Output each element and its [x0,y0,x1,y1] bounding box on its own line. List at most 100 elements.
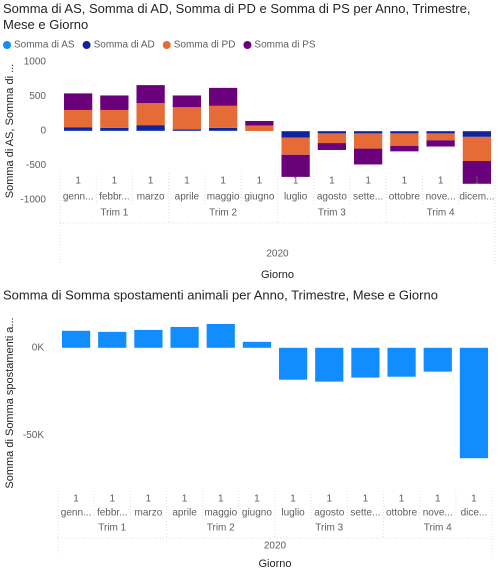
day-label: 1 [435,494,441,505]
day-label: 1 [148,176,154,187]
x-tick-label: maggio [204,508,237,519]
bar-segment [136,103,165,126]
quarter-label: Trim 3 [315,523,343,534]
y-tick-label: -1000 [20,195,46,206]
day-label: 1 [220,176,226,187]
x-tick-label: agosto [317,192,347,203]
legend-swatch [243,41,252,49]
quarter-label: Trim 1 [98,523,126,534]
bar [242,341,272,348]
y-tick-label: 1000 [24,57,47,68]
x-tick-label: febbr... [99,192,130,203]
legend-label: Somma di AS [14,40,75,51]
bar-segment [353,133,383,149]
bar-segment [462,131,492,137]
x-tick-label: aprile [172,508,197,519]
year-label: 2020 [264,541,287,552]
chart-title: Somma di AS, Somma di AD, Somma di PD e … [3,1,470,32]
y-tick-label: 500 [29,91,46,102]
quarter-label: Trim 2 [207,523,235,534]
day-label: 1 [146,494,152,505]
day-label: 1 [471,494,477,505]
bar-segment [63,109,93,128]
day-label: 1 [73,494,79,505]
bar [170,326,199,348]
y-tick-label: -500 [26,160,46,171]
title-line: Somma di AS, Somma di AD, Somma di PD e … [3,1,470,16]
bar-segment [136,125,165,131]
x-axis-title: Giorno [261,269,294,281]
x-tick-label: ottobre [389,192,421,203]
day-label: 1 [402,176,408,187]
x-tick-label: dice... [461,508,488,519]
x-tick-label: genn... [61,508,92,519]
day-label: 1 [218,494,224,505]
legend-swatch [82,41,91,49]
x-tick-label: giugno [242,508,272,519]
bar [206,323,235,348]
bar-segment [100,127,129,131]
bar-segment [208,105,238,128]
quarter-label: Trim 3 [318,208,346,219]
bar-segment [426,140,455,147]
day-label: 1 [365,176,371,187]
y-tick-label: 0 [40,126,46,137]
bar-segment [172,95,202,108]
x-tick-label: giugno [244,192,274,203]
bar-segment [317,143,347,150]
legend-swatch [3,41,11,49]
x-tick-label: febbr... [97,508,128,519]
x-tick-label: dicem... [459,192,494,203]
y-tick-label: -50K [23,430,44,441]
bar-segment [462,136,492,162]
bar-segment [426,133,455,141]
bar [387,347,416,377]
x-tick-label: nove... [423,508,453,519]
quarter-label: Trim 2 [209,208,237,219]
x-tick-label: aprile [175,192,200,203]
day-label: 1 [438,176,444,187]
bar-segment [63,127,93,131]
legend-swatch [162,41,171,49]
legend-label: Somma di AD [94,40,155,51]
bar-segment [353,131,383,134]
legend-label: Somma di PD [174,40,236,51]
bar-segment [281,154,310,177]
bar-segment [245,120,274,126]
bar-segment [281,137,310,155]
quarter-label: Trim 1 [100,208,128,219]
bar [315,347,344,382]
x-tick-label: marzo [137,192,165,203]
day-label: 1 [182,494,188,505]
y-axis-title: Somma di AS, Somma di ... [4,64,16,199]
x-tick-label: nove... [426,192,456,203]
day-label: 1 [112,176,118,187]
quarter-label: Trim 4 [424,523,452,534]
x-tick-label: sette... [350,508,380,519]
bar [98,331,127,348]
x-tick-label: sette... [353,192,383,203]
bar-segment [281,131,310,138]
bar-segment [100,95,129,110]
day-label: 1 [474,176,480,187]
day-label: 1 [75,176,81,187]
day-label: 1 [290,494,296,505]
bar-segment [390,131,419,134]
quarter-label: Trim 4 [427,208,455,219]
bar-segment [100,109,129,128]
x-tick-label: maggio [207,192,240,203]
bar [61,330,91,348]
year-label: 2020 [266,249,289,260]
bar-segment [462,161,492,184]
x-tick-label: luglio [281,508,305,519]
x-tick-label: genn... [63,192,94,203]
y-tick-label: 0K [32,342,45,353]
bar-segment [317,131,347,134]
x-tick-label: agosto [314,508,344,519]
bar [351,347,380,378]
day-label: 1 [329,176,335,187]
day-label: 1 [363,494,369,505]
x-tick-label: marzo [135,508,163,519]
bar-segment [426,131,455,134]
bar [278,347,308,380]
